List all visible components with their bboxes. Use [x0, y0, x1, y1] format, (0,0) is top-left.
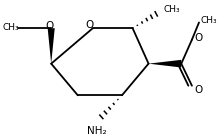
- Text: CH₃: CH₃: [164, 5, 180, 13]
- Text: O: O: [45, 21, 54, 31]
- Text: CH₃: CH₃: [201, 16, 217, 25]
- Text: O: O: [194, 33, 203, 43]
- Text: NH₂: NH₂: [87, 126, 107, 136]
- Text: O: O: [194, 85, 203, 95]
- Text: CH₃: CH₃: [3, 23, 19, 32]
- Text: O: O: [85, 20, 93, 30]
- Polygon shape: [48, 28, 55, 64]
- Polygon shape: [148, 60, 181, 68]
